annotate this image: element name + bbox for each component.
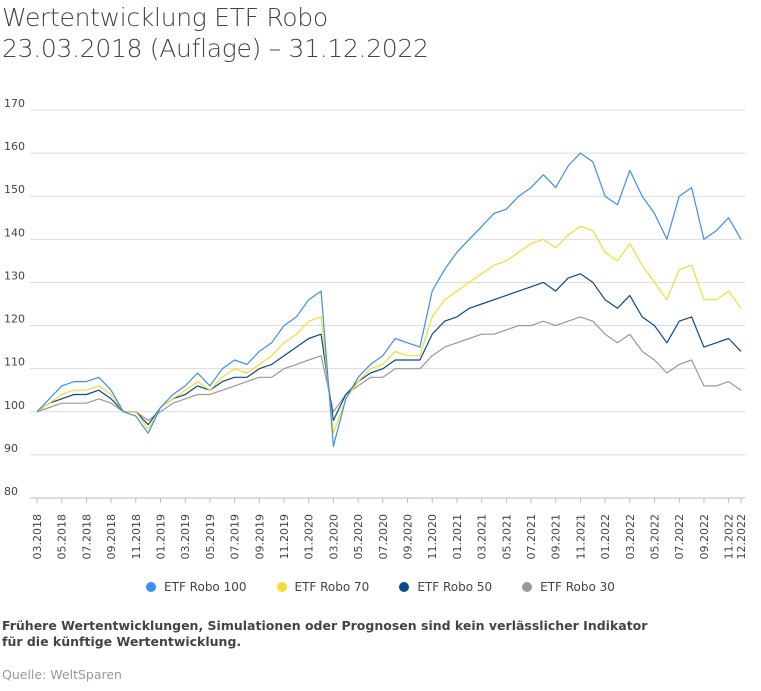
legend-dot-icon	[146, 582, 157, 592]
y-tick-label: 90	[4, 442, 18, 455]
series-line-etf-robo-70	[36, 225, 742, 434]
y-tick-label: 100	[4, 399, 25, 412]
x-tick-label: 05.2020	[352, 514, 365, 560]
legend-dot-icon	[522, 582, 533, 592]
series-line-etf-robo-50	[36, 273, 742, 426]
x-tick-label: 03.2019	[179, 514, 192, 560]
x-tick-label: 05.2019	[204, 514, 217, 560]
y-tick-label: 150	[4, 183, 25, 196]
legend-item-robo-100[interactable]: ETF Robo 100	[146, 580, 247, 594]
y-tick-label: 160	[4, 140, 25, 153]
disclaimer: Frühere Wertentwicklungen, Simulationen …	[2, 618, 648, 649]
x-tick-label: 05.2022	[649, 514, 662, 560]
x-tick-label: 11.2019	[278, 514, 291, 560]
x-tick-label: 11.2020	[426, 514, 439, 560]
x-tick-label: 09.2020	[402, 514, 415, 560]
series-line-etf-robo-100	[36, 152, 742, 447]
y-tick-label: 140	[4, 226, 25, 239]
x-tick-label: 01.2019	[155, 514, 168, 560]
x-tick-label: 01.2022	[599, 514, 612, 560]
x-tick-label: 03.2020	[327, 514, 340, 560]
legend-dot-icon	[399, 582, 410, 592]
chart-title: Wertentwicklung ETF Robo 23.03.2018 (Auf…	[2, 2, 429, 64]
title-line-2: 23.03.2018 (Auflage) – 31.12.2022	[2, 34, 429, 63]
x-tick-label: 09.2021	[550, 514, 563, 560]
x-tick-label: 12.2022	[735, 514, 748, 560]
x-tick-label: 11.2021	[574, 514, 587, 560]
legend-item-robo-50[interactable]: ETF Robo 50	[399, 580, 492, 594]
y-tick-label: 80	[4, 485, 18, 498]
x-tick-label: 09.2022	[698, 514, 711, 560]
legend-item-robo-30[interactable]: ETF Robo 30	[522, 580, 615, 594]
x-tick-label: 03.2018	[31, 514, 44, 560]
x-tick-label: 07.2018	[80, 514, 93, 560]
x-tick-label: 01.2021	[451, 514, 464, 560]
legend-label: ETF Robo 30	[540, 580, 615, 594]
x-tick-label: 09.2019	[253, 514, 266, 560]
x-tick-label: 11.2022	[723, 514, 736, 560]
x-tick-label: 03.2021	[476, 514, 489, 560]
x-tick-label: 07.2021	[525, 514, 538, 560]
legend-item-robo-70[interactable]: ETF Robo 70	[276, 580, 370, 594]
x-tick-label: 09.2018	[105, 514, 118, 560]
legend-label: ETF Robo 50	[417, 580, 493, 594]
legend: ETF Robo 100 ETF Robo 70 ETF Robo 50 ETF…	[0, 580, 761, 594]
x-tick-label: 05.2018	[56, 514, 69, 560]
x-tick-label: 03.2022	[624, 514, 637, 560]
x-tick-label: 07.2019	[229, 514, 242, 560]
y-tick-label: 110	[4, 356, 25, 369]
x-tick-label: 01.2020	[303, 514, 316, 560]
x-tick-label: 05.2021	[500, 514, 513, 560]
y-tick-label: 120	[4, 313, 25, 326]
line-chart: 80 90 100 110 120 130 140 150 160 170 03.2018 05.20…	[4, 97, 748, 560]
legend-label: ETF Robo 100	[164, 580, 247, 594]
x-tick-label: 11.2018	[130, 514, 143, 560]
legend-label: ETF Robo 70	[294, 580, 370, 594]
title-line-1: Wertentwicklung ETF Robo	[2, 3, 328, 32]
y-tick-label: 170	[4, 97, 25, 110]
y-tick-label: 130	[4, 269, 25, 282]
source: Quelle: WeltSparen	[2, 667, 122, 682]
x-tick-label: 07.2020	[377, 514, 390, 560]
x-tick-label: 07.2022	[673, 514, 686, 560]
legend-dot-icon	[276, 582, 287, 592]
